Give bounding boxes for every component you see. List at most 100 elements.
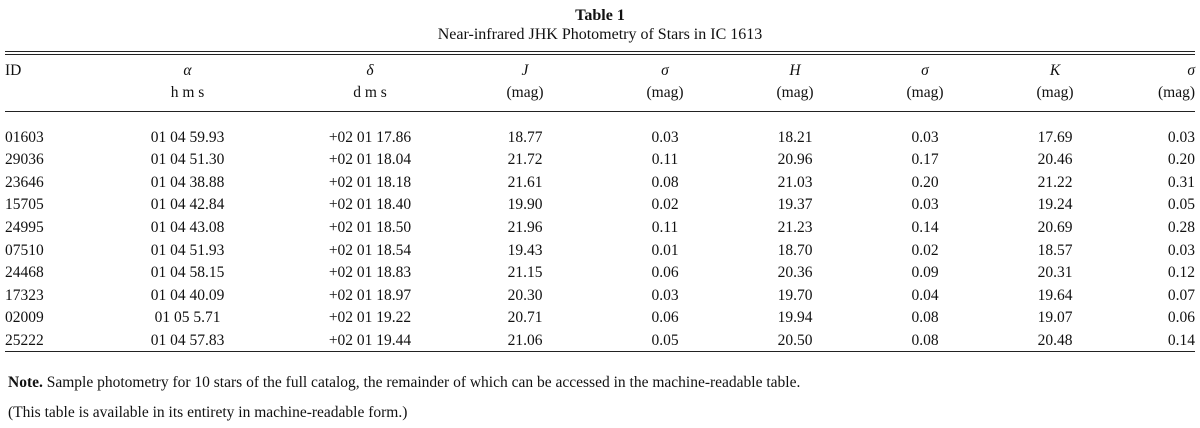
cell-sigma-j: 0.11 bbox=[651, 218, 679, 236]
cell-ra: 01 04 43.08 bbox=[150, 218, 225, 236]
cell-sigma-h: 0.03 bbox=[911, 196, 939, 214]
column-unit-ra: h m s bbox=[170, 84, 205, 101]
cell-dec: +02 01 19.44 bbox=[328, 331, 412, 349]
cell-ra: 01 04 40.09 bbox=[150, 286, 225, 304]
header-unit-row: h m s d m s (mag) (mag) (mag) (mag) (mag… bbox=[5, 82, 1195, 104]
cell-sigma-k: 0.05 bbox=[1167, 196, 1195, 214]
cell-k: 17.69 bbox=[1037, 128, 1073, 146]
cell-h: 19.37 bbox=[777, 196, 813, 214]
cell-sigma-j: 0.08 bbox=[651, 173, 679, 191]
cell-j: 18.77 bbox=[507, 128, 543, 146]
cell-k: 19.64 bbox=[1037, 286, 1073, 304]
cell-dec: +02 01 18.18 bbox=[328, 173, 412, 191]
column-unit-id bbox=[5, 82, 85, 104]
cell-k: 18.57 bbox=[1037, 241, 1073, 259]
cell-ra: 01 04 51.30 bbox=[150, 151, 225, 169]
cell-dec: +02 01 18.97 bbox=[328, 286, 412, 304]
cell-id: 02009 bbox=[5, 309, 44, 327]
note-text: Sample photometry for 10 stars of the fu… bbox=[42, 374, 801, 391]
table-row: 23646 01 04 38.88 +02 01 18.18 21.61 0.08 21.… bbox=[5, 172, 1195, 195]
cell-ra: 01 04 38.88 bbox=[150, 173, 225, 191]
bottom-rule bbox=[5, 351, 1195, 352]
cell-h: 20.96 bbox=[777, 151, 813, 169]
column-unit-dec: d m s bbox=[353, 84, 387, 101]
cell-sigma-h: 0.20 bbox=[911, 173, 939, 191]
column-header-dec: δ bbox=[366, 62, 374, 79]
cell-sigma-j: 0.02 bbox=[651, 196, 679, 214]
cell-sigma-j: 0.01 bbox=[651, 241, 679, 259]
table-row: 24468 01 04 58.15 +02 01 18.83 21.15 0.06 20.… bbox=[5, 262, 1195, 285]
cell-sigma-k: 0.03 bbox=[1167, 128, 1195, 146]
cell-sigma-k: 0.03 bbox=[1167, 241, 1195, 259]
cell-j: 21.72 bbox=[507, 151, 543, 169]
table-row: 15705 01 04 42.84 +02 01 18.40 19.90 0.02 19.… bbox=[5, 194, 1195, 217]
cell-h: 19.70 bbox=[777, 286, 813, 304]
photometry-table: ID α δ J σ H σ K σ h m s d m s (mag) (ma… bbox=[5, 60, 1195, 353]
table-row: 24995 01 04 43.08 +02 01 18.50 21.96 0.11 21.… bbox=[5, 217, 1195, 240]
cell-j: 20.71 bbox=[507, 309, 543, 327]
cell-k: 21.22 bbox=[1037, 173, 1073, 191]
column-unit-k: (mag) bbox=[1036, 84, 1074, 101]
table-notes: Note. Sample photometry for 10 stars of … bbox=[8, 368, 800, 428]
cell-sigma-j: 0.03 bbox=[651, 128, 679, 146]
cell-k: 20.48 bbox=[1037, 331, 1073, 349]
cell-k: 20.69 bbox=[1037, 218, 1073, 236]
cell-sigma-h: 0.14 bbox=[911, 218, 939, 236]
column-header-sigma-h: σ bbox=[921, 62, 929, 79]
cell-id: 01603 bbox=[5, 128, 44, 146]
cell-sigma-h: 0.03 bbox=[911, 128, 939, 146]
cell-k: 20.46 bbox=[1037, 151, 1073, 169]
cell-dec: +02 01 18.04 bbox=[328, 151, 412, 169]
cell-id: 24995 bbox=[5, 218, 44, 236]
cell-dec: +02 01 19.22 bbox=[328, 309, 412, 327]
table-row: 02009 01 05 5.71 +02 01 19.22 20.71 0.06 19.9… bbox=[5, 307, 1195, 330]
cell-j: 21.06 bbox=[507, 331, 543, 349]
cell-h: 19.94 bbox=[777, 309, 813, 327]
table-row: 17323 01 04 40.09 +02 01 18.97 20.30 0.03 19.… bbox=[5, 285, 1195, 308]
table-row: 25222 01 04 57.83 +02 01 19.44 21.06 0.05 20.… bbox=[5, 330, 1195, 353]
cell-sigma-j: 0.06 bbox=[651, 309, 679, 327]
column-header-id: ID bbox=[5, 62, 22, 79]
cell-id: 07510 bbox=[5, 241, 44, 259]
cell-h: 18.70 bbox=[777, 241, 813, 259]
cell-k: 20.31 bbox=[1037, 264, 1073, 282]
cell-j: 21.15 bbox=[507, 264, 543, 282]
table-header: ID α δ J σ H σ K σ h m s d m s (mag) (ma… bbox=[5, 60, 1195, 104]
cell-id: 29036 bbox=[5, 151, 44, 169]
cell-ra: 01 05 5.71 bbox=[154, 309, 221, 327]
cell-h: 20.36 bbox=[777, 264, 813, 282]
table-caption: Table 1 Near-infrared JHK Photometry of … bbox=[0, 6, 1200, 44]
cell-sigma-h: 0.08 bbox=[911, 309, 939, 327]
column-header-sigma-k: σ bbox=[1187, 62, 1195, 79]
cell-dec: +02 01 17.86 bbox=[328, 128, 412, 146]
cell-ra: 01 04 51.93 bbox=[150, 241, 225, 259]
header-symbol-row: ID α δ J σ H σ K σ bbox=[5, 60, 1195, 82]
column-unit-sigma-h: (mag) bbox=[906, 84, 944, 101]
column-header-h: H bbox=[789, 62, 801, 79]
header-gap bbox=[5, 104, 1195, 127]
table-row: 01603 01 04 59.93 +02 01 17.86 18.77 0.03 18.… bbox=[5, 127, 1195, 150]
column-unit-sigma-j: (mag) bbox=[646, 84, 684, 101]
cell-ra: 01 04 58.15 bbox=[150, 264, 225, 282]
cell-j: 19.90 bbox=[507, 196, 543, 214]
cell-sigma-h: 0.09 bbox=[911, 264, 939, 282]
cell-sigma-h: 0.08 bbox=[911, 331, 939, 349]
column-header-j: J bbox=[521, 62, 529, 79]
cell-k: 19.24 bbox=[1037, 196, 1073, 214]
header-rule bbox=[5, 111, 1195, 112]
cell-j: 21.61 bbox=[507, 173, 543, 191]
cell-dec: +02 01 18.50 bbox=[328, 218, 412, 236]
cell-sigma-k: 0.12 bbox=[1167, 264, 1195, 282]
note-label: Note. bbox=[8, 374, 43, 391]
table-row: 07510 01 04 51.93 +02 01 18.54 19.43 0.01 18.… bbox=[5, 240, 1195, 263]
cell-sigma-k: 0.07 bbox=[1167, 286, 1195, 304]
top-rule bbox=[5, 51, 1195, 52]
table-body: 01603 01 04 59.93 +02 01 17.86 18.77 0.03 18.… bbox=[5, 104, 1195, 353]
cell-sigma-h: 0.02 bbox=[911, 241, 939, 259]
cell-sigma-j: 0.11 bbox=[651, 151, 679, 169]
cell-ra: 01 04 42.84 bbox=[150, 196, 225, 214]
availability-note: (This table is available in its entirety… bbox=[8, 404, 408, 421]
cell-id: 15705 bbox=[5, 196, 44, 214]
table-title: Near-infrared JHK Photometry of Stars in… bbox=[437, 26, 763, 43]
